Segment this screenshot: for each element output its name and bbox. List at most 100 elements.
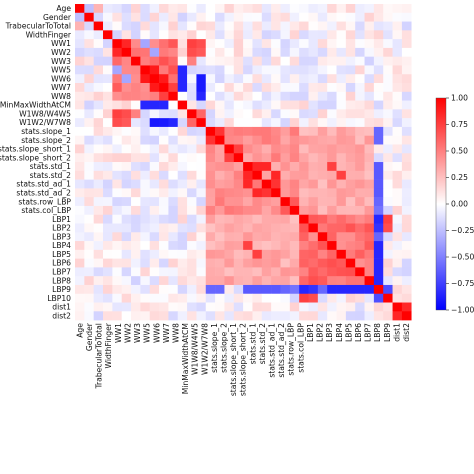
heatmap-cell bbox=[252, 232, 263, 242]
heatmap-cell bbox=[168, 47, 179, 57]
heatmap-cell bbox=[103, 162, 113, 172]
heatmap-cell bbox=[280, 47, 291, 57]
heatmap-cell bbox=[75, 12, 85, 22]
heatmap-cell bbox=[299, 170, 309, 180]
heatmap-cell bbox=[149, 214, 160, 224]
heatmap-cell bbox=[280, 179, 291, 189]
heatmap-cell bbox=[140, 21, 151, 31]
heatmap-cell bbox=[224, 4, 235, 14]
heatmap-cell bbox=[84, 276, 94, 286]
heatmap-cell bbox=[392, 267, 403, 277]
heatmap-cell bbox=[392, 144, 403, 154]
heatmap-cell bbox=[196, 109, 207, 119]
heatmap-cell bbox=[168, 179, 179, 189]
heatmap-cell bbox=[149, 311, 160, 321]
heatmap-cell bbox=[336, 12, 347, 22]
heatmap-cell bbox=[196, 12, 207, 22]
heatmap-cell bbox=[299, 205, 309, 216]
heatmap-cell bbox=[392, 4, 403, 14]
heatmap-cell bbox=[243, 12, 253, 22]
heatmap-cell bbox=[383, 12, 393, 22]
heatmap-cell bbox=[308, 293, 319, 303]
heatmap-cell bbox=[159, 109, 169, 119]
heatmap-cell bbox=[401, 100, 412, 110]
heatmap-cell bbox=[289, 249, 300, 259]
heatmap-cell bbox=[93, 65, 104, 75]
heatmap-cell bbox=[355, 162, 365, 172]
heatmap-cell bbox=[299, 214, 309, 224]
heatmap-cell bbox=[187, 241, 197, 251]
heatmap-cell bbox=[224, 241, 235, 251]
heatmap-cell bbox=[261, 56, 272, 66]
heatmap-cell bbox=[149, 258, 160, 268]
heatmap-cell bbox=[383, 162, 393, 172]
heatmap-cell bbox=[121, 118, 132, 128]
heatmap-cell bbox=[177, 39, 188, 49]
heatmap-cell bbox=[308, 30, 319, 40]
heatmap-cell bbox=[364, 118, 375, 128]
heatmap-cell bbox=[392, 170, 403, 180]
heatmap-cell bbox=[327, 65, 337, 75]
heatmap-cell bbox=[233, 126, 244, 136]
heatmap-cell bbox=[373, 170, 384, 180]
heatmap-cell bbox=[177, 83, 188, 93]
heatmap-cell bbox=[215, 21, 225, 31]
heatmap-cell bbox=[75, 302, 85, 312]
heatmap-cell bbox=[121, 162, 132, 172]
y-tick-label: WW5 bbox=[51, 66, 71, 75]
heatmap-cell bbox=[355, 232, 365, 242]
heatmap-cell bbox=[243, 179, 253, 189]
heatmap-cell bbox=[327, 311, 337, 321]
heatmap-cell bbox=[252, 91, 263, 101]
heatmap-cell bbox=[271, 214, 281, 224]
heatmap-cell bbox=[140, 91, 151, 101]
heatmap-cell bbox=[364, 214, 375, 224]
heatmap-cell bbox=[261, 232, 272, 242]
heatmap-cell bbox=[168, 205, 179, 216]
heatmap-cell bbox=[131, 267, 141, 277]
heatmap-cell bbox=[103, 135, 113, 145]
heatmap-cell bbox=[271, 249, 281, 259]
heatmap-cell bbox=[289, 232, 300, 242]
heatmap-cell bbox=[383, 91, 393, 101]
heatmap-cell bbox=[364, 267, 375, 277]
heatmap-cell bbox=[345, 109, 356, 119]
heatmap-cell bbox=[280, 232, 291, 242]
heatmap-cell bbox=[271, 39, 281, 49]
heatmap-cell bbox=[271, 100, 281, 110]
heatmap-cell bbox=[355, 109, 365, 119]
heatmap-cell bbox=[233, 100, 244, 110]
heatmap-cell bbox=[289, 126, 300, 136]
heatmap-cell bbox=[121, 30, 132, 40]
heatmap-cell bbox=[177, 241, 188, 251]
heatmap-cell bbox=[215, 65, 225, 75]
y-tick-label: Age bbox=[56, 4, 71, 13]
heatmap-cell bbox=[93, 126, 104, 136]
heatmap-cell bbox=[299, 232, 309, 242]
heatmap-cell bbox=[205, 30, 216, 40]
heatmap-cell bbox=[299, 267, 309, 277]
heatmap-cell bbox=[327, 267, 337, 277]
heatmap-cell bbox=[345, 162, 356, 172]
heatmap-cell bbox=[299, 100, 309, 110]
heatmap-cell bbox=[140, 241, 151, 251]
heatmap-cell bbox=[75, 74, 85, 84]
x-tick-label: LBP9 bbox=[383, 323, 392, 342]
heatmap-cell bbox=[401, 109, 412, 119]
heatmap-cell bbox=[401, 83, 412, 93]
heatmap-cell bbox=[121, 135, 132, 145]
heatmap-cell bbox=[299, 21, 309, 31]
heatmap-cell bbox=[159, 118, 169, 128]
heatmap-cell bbox=[84, 4, 94, 14]
heatmap-cell bbox=[215, 83, 225, 93]
heatmap-cell bbox=[401, 135, 412, 145]
heatmap-cell bbox=[299, 91, 309, 101]
heatmap-cell bbox=[373, 241, 384, 251]
heatmap-cell bbox=[93, 21, 104, 31]
heatmap-cell bbox=[149, 74, 160, 84]
x-tick-label: stats.slope_2 bbox=[220, 323, 229, 373]
heatmap-cell bbox=[215, 284, 225, 295]
heatmap-cell bbox=[392, 91, 403, 101]
heatmap-cell bbox=[345, 205, 356, 216]
heatmap-cell bbox=[327, 241, 337, 251]
